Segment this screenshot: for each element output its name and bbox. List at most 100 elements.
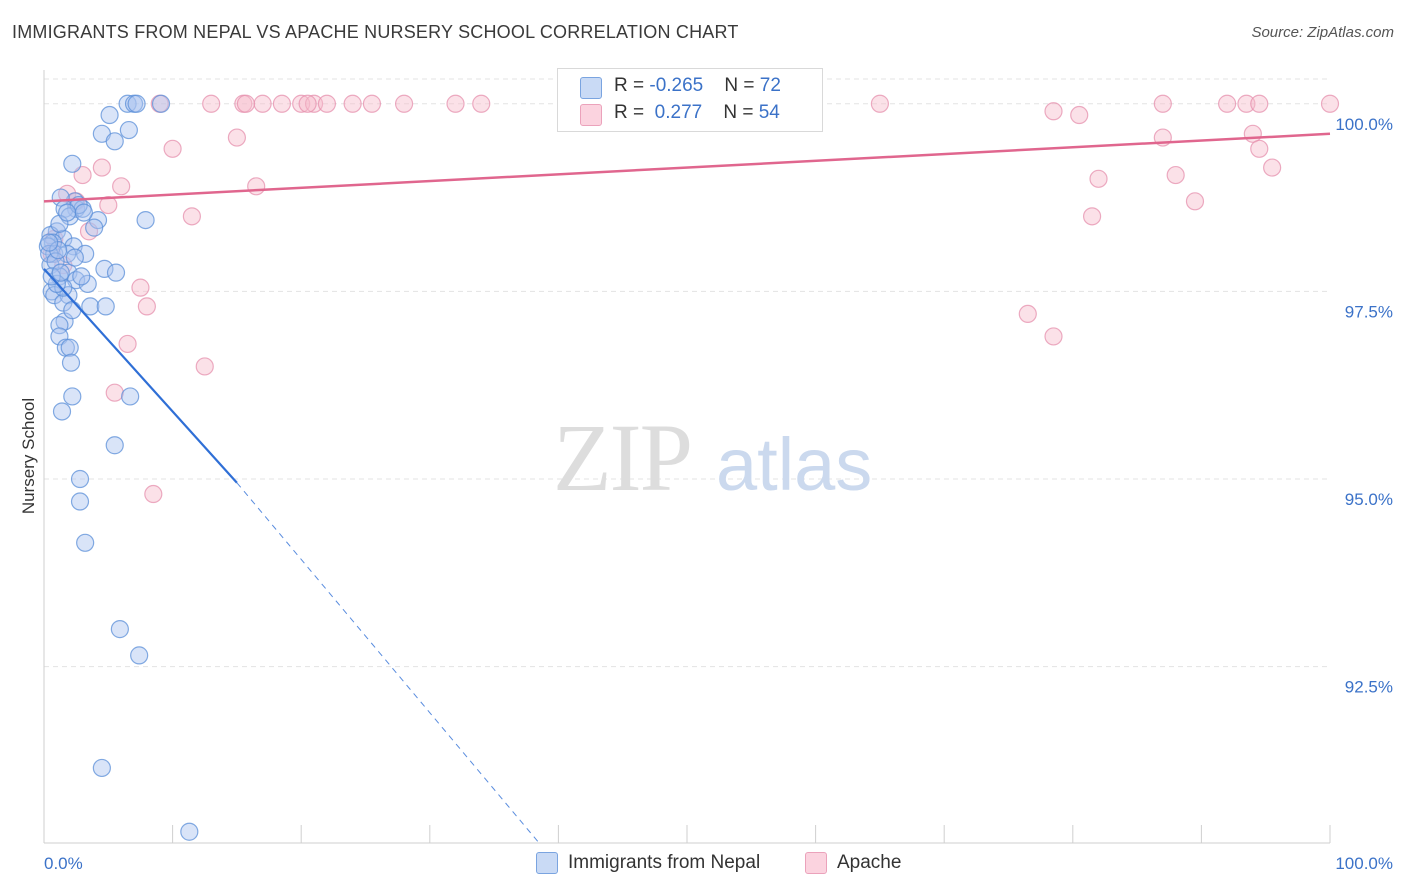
y-axis-label: Nursery School xyxy=(19,398,38,514)
apache-point xyxy=(1070,105,1089,125)
apache-point xyxy=(362,94,382,113)
nepal-point xyxy=(51,263,70,282)
nepal-point xyxy=(76,533,95,552)
apache-point xyxy=(1153,94,1172,113)
nepal-point xyxy=(119,120,138,140)
nepal-point xyxy=(63,154,82,173)
n-value-apache: 54 xyxy=(758,102,780,123)
r-value-nepal: -0.265 xyxy=(649,75,704,96)
apache-point xyxy=(446,94,465,113)
apache-point xyxy=(1218,94,1237,113)
nepal-point xyxy=(76,244,95,263)
nepal-swatch xyxy=(580,77,602,99)
y-tick-label: 95.0% xyxy=(1345,490,1393,509)
apache-trend-line xyxy=(43,132,1331,203)
stats-legend: R = -0.265 N = 72 R = 0.277 N = 54 xyxy=(557,68,823,132)
apache-legend-swatch xyxy=(805,852,827,874)
apache-point xyxy=(118,334,137,354)
apache-point xyxy=(1185,192,1205,211)
r-label: R = xyxy=(614,102,650,123)
apache-point xyxy=(202,94,221,113)
axes xyxy=(43,70,1330,844)
nepal-point xyxy=(74,203,93,222)
nepal-point xyxy=(63,301,82,320)
y-tick-label: 100.0% xyxy=(1335,115,1393,134)
legend-label-apache: Apache xyxy=(837,852,902,873)
nepal-point xyxy=(70,492,90,511)
legend-label-nepal: Immigrants from Nepal xyxy=(568,852,761,873)
nepal-point xyxy=(96,297,115,316)
apache-point xyxy=(144,484,163,504)
nepal-point xyxy=(78,274,97,293)
apache-point xyxy=(92,158,111,177)
watermark-atlas: atlas xyxy=(716,423,872,506)
apache-point xyxy=(131,278,150,297)
apache-point xyxy=(1044,102,1063,121)
apache-point xyxy=(99,195,118,215)
nepal-trend-line xyxy=(43,268,238,484)
nepal-point xyxy=(106,263,126,282)
nepal-point xyxy=(61,353,81,372)
apache-point xyxy=(253,94,272,113)
apache-point xyxy=(1237,94,1256,113)
nepal-point xyxy=(72,267,91,286)
nepal-point xyxy=(151,94,171,113)
nepal-trend-extension xyxy=(236,482,540,844)
r-label: R = xyxy=(614,75,650,96)
stats-text-apache: R = 0.277 N = 54 xyxy=(614,102,780,124)
apache-point xyxy=(1082,207,1102,226)
nepal-point xyxy=(105,436,124,455)
apache-point xyxy=(1250,94,1269,113)
apache-point xyxy=(236,94,256,113)
nepal-point xyxy=(180,822,199,841)
apache-point xyxy=(1166,165,1185,185)
apache-point xyxy=(317,94,337,113)
y-tick-label: 92.5% xyxy=(1345,678,1393,697)
apache-point xyxy=(304,94,324,113)
n-label: N = xyxy=(724,75,760,96)
nepal-point xyxy=(70,469,90,489)
nepal-point xyxy=(121,387,140,406)
watermark-zip: ZIP xyxy=(553,404,691,511)
y-tick-label: 97.5% xyxy=(1345,302,1393,321)
apache-point xyxy=(298,94,317,113)
apache-point xyxy=(227,128,246,147)
apache-point xyxy=(105,383,124,402)
nepal-legend-swatch xyxy=(536,852,558,874)
apache-point xyxy=(1089,169,1108,188)
chart-source: Source: ZipAtlas.com xyxy=(1251,24,1394,41)
nepal-point xyxy=(63,387,82,406)
apache-point xyxy=(195,357,214,376)
apache-point xyxy=(1320,94,1340,113)
apache-point xyxy=(247,177,266,196)
apache-point xyxy=(292,94,311,113)
trend-lines xyxy=(43,132,1331,844)
nepal-point xyxy=(130,646,149,665)
nepal-point xyxy=(50,327,69,346)
r-value-apache: 0.277 xyxy=(649,102,703,123)
chart-title: IMMIGRANTS FROM NEPAL VS APACHE NURSERY … xyxy=(12,22,739,42)
nepal-point xyxy=(40,233,59,252)
n-value-nepal: 72 xyxy=(759,75,781,96)
watermark: ZIP atlas xyxy=(553,404,872,511)
apache-point xyxy=(182,207,201,226)
nepal-point xyxy=(110,620,129,639)
x-tick-label: 0.0% xyxy=(44,854,83,873)
nepal-point xyxy=(100,105,119,125)
nepal-point xyxy=(46,252,65,271)
nepal-point xyxy=(58,203,77,222)
apache-point xyxy=(163,139,182,158)
apache-point xyxy=(472,94,491,113)
nepal-point xyxy=(60,338,79,357)
stats-text-nepal: R = -0.265 N = 72 xyxy=(614,75,781,97)
nepal-point xyxy=(54,229,73,248)
x-tick-label: 100.0% xyxy=(1335,854,1393,873)
nepal-point xyxy=(127,94,146,113)
apache-swatch xyxy=(580,104,602,126)
apache-point xyxy=(137,297,156,316)
series-legend: Immigrants from Nepal Apache xyxy=(0,852,1406,878)
apache-point xyxy=(73,165,92,185)
nepal-point xyxy=(92,758,111,778)
nepal-point xyxy=(85,218,104,237)
